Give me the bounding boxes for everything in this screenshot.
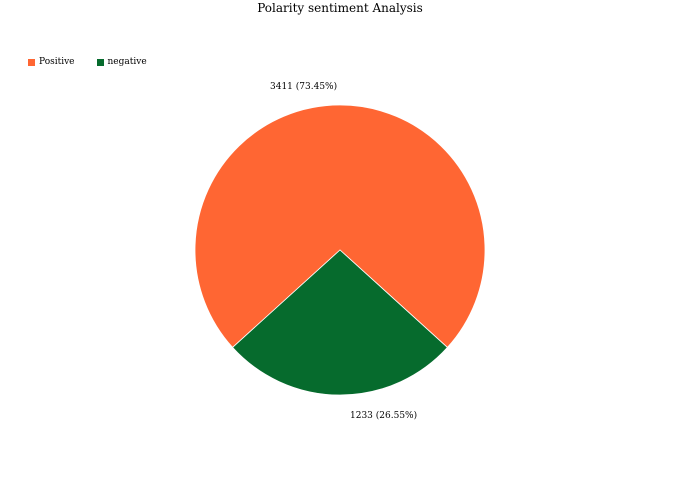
pie-slice-negative[interactable] [232, 249, 448, 396]
legend: Positive negative [28, 57, 147, 67]
legend-item-negative[interactable]: negative [96, 57, 147, 67]
slice-label-positive: 3411 (73.45%) [270, 81, 337, 92]
legend-label-negative: negative [107, 57, 147, 67]
legend-swatch-positive [28, 58, 35, 66]
chart-title: Polarity sentiment Analysis [257, 1, 423, 15]
legend-item-positive[interactable]: Positive [28, 57, 75, 67]
slice-label-negative: 1233 (26.55%) [350, 410, 417, 421]
legend-swatch-negative [96, 58, 104, 66]
legend-label-positive: Positive [39, 57, 75, 67]
pie-slice-positive[interactable] [194, 104, 486, 348]
